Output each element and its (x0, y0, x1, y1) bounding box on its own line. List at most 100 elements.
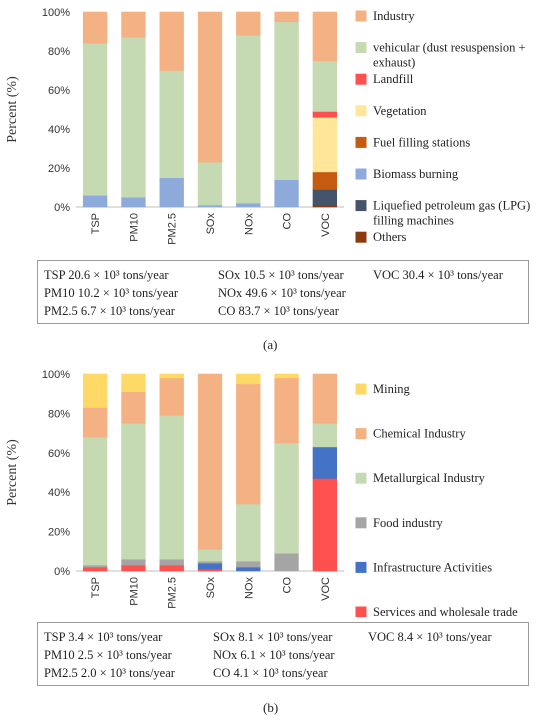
a-bar-nox-vehicular-dust-resuspension-exhaust (236, 35, 261, 204)
b-legend-swatch (355, 606, 367, 617)
a-bar-voc-fuel-filling-stations (312, 171, 338, 190)
b-bar-co-food-industry (274, 552, 299, 572)
a-y-tick-label: 100% (42, 7, 70, 19)
a-bar-voc-industry (312, 11, 338, 62)
a-x-tick-label: VOC (320, 213, 332, 237)
a-bar-pm10-industry (121, 11, 146, 38)
a-legend-label: Liquefied petroleum gas (LPG) (373, 199, 530, 213)
emission-voc-b: VOC 8.4 × 10³ tons/year (368, 630, 492, 644)
a-legend-label: Vegetation (373, 104, 427, 118)
a-legend-label: Landfill (373, 72, 414, 86)
b-bar-tsp-mining (82, 373, 108, 408)
emission-co-a: CO 83.7 × 10³ tons/year (218, 304, 339, 318)
a-legend-label: Others (373, 230, 406, 244)
b-bar-nox-chemical-industry (236, 383, 261, 505)
b-bar-co-mining (274, 373, 299, 379)
b-x-tick-label: CO (282, 577, 294, 594)
b-bar-tsp-services-and-wholesale-trade (82, 566, 108, 572)
a-legend-label: Biomass burning (373, 167, 459, 181)
b-legend-label: Infrastructure Activities (373, 560, 492, 574)
b-bar-pm10-metallurgical-industry (121, 422, 146, 560)
b-y-tick-label: 60% (48, 448, 70, 460)
chart-b: Percent (%) 0% 20% 40% 60% 80% 100% TSP PM10 PM2.… (5, 369, 518, 617)
b-x-tick-label: PM10 (128, 577, 140, 606)
a-y-tick-label: 20% (48, 163, 70, 175)
b-bar-nox-metallurgical-industry (236, 503, 261, 562)
a-bar-nox-industry (236, 11, 261, 36)
a-bar-voc-vegetation (312, 117, 338, 173)
emission-pm25-a: PM2.5 6.7 × 10³ tons/year (44, 304, 175, 318)
a-bar-voc-liquefied-petroleum-gas-lpg-filling-machines (312, 189, 338, 206)
b-bar-voc-infrastructure-activities (312, 446, 338, 479)
a-bar-nox-biomass-burning (236, 202, 261, 208)
b-legend-label: Chemical Industry (373, 427, 466, 441)
b-bar-nox-mining (236, 373, 261, 385)
panel-label-a: (a) (263, 337, 278, 352)
b-x-tick-label: TSP (90, 577, 102, 598)
a-x-tick-label: NOx (243, 213, 255, 236)
emission-pm25-b: PM2.5 2.0 × 10³ tons/year (44, 666, 175, 680)
b-bar-pm25-mining (159, 373, 184, 379)
b-x-tick-label: NOx (243, 577, 255, 600)
emissions-box-b: TSP 3.4 × 10³ tons/year PM10 2.5 × 10³ t… (37, 622, 529, 686)
b-x-tick-label: PM2.5 (167, 577, 179, 609)
b-bar-tsp-chemical-industry (82, 407, 108, 438)
b-y-axis-label: Percent (%) (5, 439, 20, 506)
a-y-axis-label: Percent (%) (5, 76, 20, 143)
emission-co-b: CO 4.1 × 10³ tons/year (213, 666, 328, 680)
chart-a: Percent (%) 0% 20% 40% 60% 80% 100% TSP PM10 PM2.… (5, 7, 530, 245)
a-x-tick-label: SOx (205, 213, 217, 235)
b-bar-sox-metallurgical-industry (197, 549, 223, 562)
emission-sox-a: SOx 10.5 × 10³ tons/year (218, 268, 344, 282)
b-bar-voc-chemical-industry (312, 373, 338, 424)
a-legend-swatch (355, 200, 367, 212)
b-y-tick-label: 40% (48, 487, 70, 499)
a-x-tick-label: CO (282, 213, 294, 230)
a-bar-co-industry (274, 11, 299, 23)
a-legend-swatch (355, 231, 367, 243)
emission-pm10-b: PM10 2.5 × 10³ tons/year (44, 648, 172, 662)
emission-tsp-b: TSP 3.4 × 10³ tons/year (44, 630, 163, 644)
b-bar-sox-chemical-industry (197, 373, 223, 550)
b-bar-nox-infrastructure-activities (236, 566, 261, 572)
b-bar-pm10-services-and-wholesale-trade (121, 564, 146, 572)
b-bar-voc-services-and-wholesale-trade (312, 478, 338, 572)
a-y-tick-label: 0% (54, 202, 70, 214)
a-bar-voc-landfill (312, 111, 338, 118)
b-y-tick-label: 0% (54, 566, 70, 578)
b-bar-pm10-food-industry (121, 558, 146, 566)
a-bar-sox-industry (197, 11, 223, 163)
a-bar-co-vehicular-dust-resuspension-exhaust (274, 21, 299, 180)
b-legend-swatch (355, 383, 367, 395)
panel-label-b: (b) (263, 700, 279, 715)
b-bar-co-metallurgical-industry (274, 442, 299, 554)
b-legend-swatch (355, 428, 367, 440)
a-y-tick-label: 80% (48, 46, 70, 58)
b-bar-pm25-food-industry (159, 558, 184, 566)
a-bar-tsp-vehicular-dust-resuspension-exhaust (82, 42, 108, 196)
b-legend-label: Mining (373, 382, 411, 396)
b-bar-sox-infrastructure-activities (197, 562, 223, 570)
a-bar-tsp-biomass-burning (82, 195, 108, 208)
b-bar-voc-metallurgical-industry (312, 422, 338, 448)
a-bar-pm25-vehicular-dust-resuspension-exhaust (159, 70, 184, 179)
emission-sox-b: SOx 8.1 × 10³ tons/year (213, 630, 333, 644)
b-legend-label: Metallurgical Industry (373, 471, 486, 485)
a-legend-swatch (355, 136, 367, 148)
a-bar-pm25-industry (159, 11, 184, 71)
a-y-tick-label: 40% (48, 124, 70, 136)
a-legend-label: exhaust) (373, 56, 415, 70)
b-x-tick-label: SOx (205, 577, 217, 599)
a-y-tick-label: 60% (48, 85, 70, 97)
b-bar-pm25-services-and-wholesale-trade (159, 564, 184, 572)
a-legend-label: Industry (373, 9, 415, 23)
a-legend-swatch (355, 105, 367, 117)
b-legend-swatch (355, 561, 367, 573)
a-legend-swatch (355, 42, 367, 54)
b-bar-pm25-chemical-industry (159, 377, 184, 416)
b-y-tick-label: 80% (48, 408, 70, 420)
emission-tsp-a: TSP 20.6 × 10³ tons/year (44, 268, 169, 282)
b-y-tick-label: 100% (42, 369, 70, 381)
emissions-box-a: TSP 20.6 × 10³ tons/year PM10 10.2 × 10³… (37, 260, 529, 324)
a-bar-voc-vehicular-dust-resuspension-exhaust (312, 60, 338, 112)
